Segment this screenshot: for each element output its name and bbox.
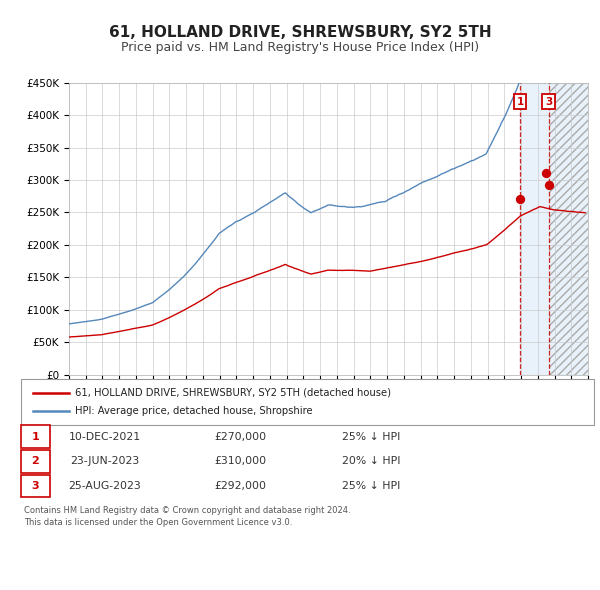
Point: [541, 169, 551, 178]
Text: 3: 3: [32, 481, 39, 491]
Text: 3: 3: [545, 97, 552, 107]
Text: 25% ↓ HPI: 25% ↓ HPI: [342, 481, 400, 491]
Text: 25-AUG-2023: 25-AUG-2023: [68, 481, 142, 491]
Bar: [548, 83, 588, 375]
Text: This data is licensed under the Open Government Licence v3.0.: This data is licensed under the Open Gov…: [24, 518, 292, 527]
Text: Contains HM Land Registry data © Crown copyright and database right 2024.: Contains HM Land Registry data © Crown c…: [24, 506, 350, 514]
Text: £310,000: £310,000: [214, 457, 266, 466]
Text: £292,000: £292,000: [214, 481, 266, 491]
Text: 10-DEC-2021: 10-DEC-2021: [69, 432, 141, 441]
Text: 23-JUN-2023: 23-JUN-2023: [70, 457, 140, 466]
Text: £270,000: £270,000: [214, 432, 266, 441]
Point: [515, 195, 525, 204]
Text: 61, HOLLAND DRIVE, SHREWSBURY, SY2 5TH: 61, HOLLAND DRIVE, SHREWSBURY, SY2 5TH: [109, 25, 491, 40]
Text: 61, HOLLAND DRIVE, SHREWSBURY, SY2 5TH (detached house): 61, HOLLAND DRIVE, SHREWSBURY, SY2 5TH (…: [75, 388, 391, 398]
Text: 2: 2: [32, 457, 39, 466]
Point: [544, 181, 553, 190]
Text: 1: 1: [517, 97, 524, 107]
Text: 20% ↓ HPI: 20% ↓ HPI: [342, 457, 401, 466]
Text: 25% ↓ HPI: 25% ↓ HPI: [342, 432, 400, 441]
Text: Price paid vs. HM Land Registry's House Price Index (HPI): Price paid vs. HM Land Registry's House …: [121, 41, 479, 54]
Bar: [520, 83, 588, 375]
Text: HPI: Average price, detached house, Shropshire: HPI: Average price, detached house, Shro…: [75, 405, 313, 415]
Text: 1: 1: [32, 432, 39, 441]
